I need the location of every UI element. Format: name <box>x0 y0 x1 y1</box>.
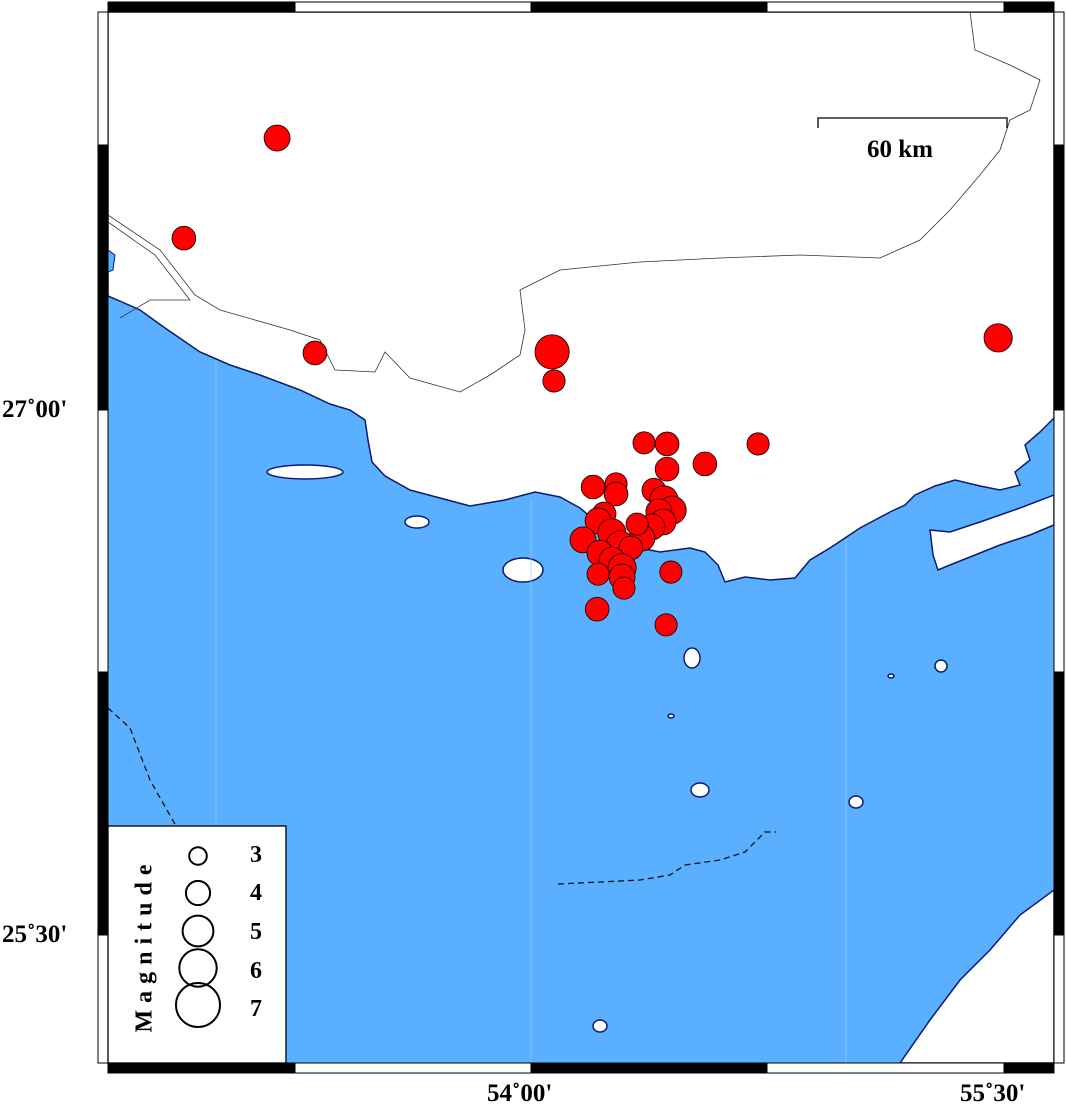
earthquake-marker <box>612 576 636 600</box>
island-qeshm <box>929 494 1054 572</box>
earthquake-marker <box>983 323 1013 353</box>
legend-label-7: 7 <box>250 996 262 1022</box>
earthquake-marker <box>171 225 197 251</box>
earthquake-marker <box>692 451 718 477</box>
frame-bar <box>766 1 1005 13</box>
frame-bar <box>294 1 532 13</box>
frame-bar <box>1053 11 1065 146</box>
mainland <box>108 12 1054 583</box>
frame-bar <box>97 11 109 146</box>
land-southeast <box>899 889 1054 1063</box>
lon-label-55-30: 55˚30' <box>960 1080 1026 1107</box>
legend-label-5: 5 <box>250 919 262 945</box>
maritime-boundary <box>108 707 776 885</box>
frame-bar <box>1053 409 1065 673</box>
lat-label-27: 27˚00' <box>2 396 68 423</box>
earthquake-marker <box>659 560 683 584</box>
legend-size-circle <box>181 914 215 948</box>
scale-bar-label: 60 km <box>867 136 933 163</box>
lon-label-54: 54˚00' <box>487 1080 553 1107</box>
frame-bar <box>1003 1062 1055 1074</box>
legend-label-6: 6 <box>250 958 262 984</box>
map-frame <box>97 1 1065 1074</box>
legend-title: Magnitude <box>131 857 158 1033</box>
earthquake-marker <box>603 481 629 507</box>
earthquake-events <box>171 124 1013 637</box>
earthquake-marker <box>746 432 770 456</box>
islands <box>266 464 948 1033</box>
frame-bar <box>97 934 109 1064</box>
frame-bar <box>97 671 109 936</box>
lat-label-25-30: 25˚30' <box>2 921 68 948</box>
earthquake-marker <box>625 512 649 536</box>
legend-size-circle <box>184 879 212 907</box>
legend-size-circle <box>178 948 218 988</box>
frame-bar <box>107 1 296 13</box>
frame-bar <box>766 1062 1005 1074</box>
earthquake-marker <box>580 474 606 500</box>
legend-label-3: 3 <box>250 842 262 868</box>
earthquake-marker <box>586 562 610 586</box>
legend-size-circle <box>175 982 221 1028</box>
earthquake-marker <box>302 340 328 366</box>
scale-bar <box>817 117 1008 128</box>
earthquake-marker <box>654 456 680 482</box>
earthquake-marker <box>654 431 680 457</box>
frame-bar <box>107 1062 296 1074</box>
frame-bar <box>1003 1 1055 13</box>
blue-inlet <box>108 249 116 273</box>
earthquake-marker <box>263 124 291 152</box>
legend-size-circle <box>188 846 208 866</box>
earthquake-marker <box>542 369 566 393</box>
frame-bar <box>97 409 109 673</box>
earthquake-marker <box>654 613 678 637</box>
frame-bar <box>97 144 109 411</box>
legend-label-4: 4 <box>250 880 262 906</box>
frame-bar <box>294 1062 532 1074</box>
frame-bar <box>530 1 768 13</box>
earthquake-marker <box>632 431 656 455</box>
frame-bar <box>1053 144 1065 411</box>
frame-bar <box>1053 934 1065 1064</box>
earthquake-marker <box>584 596 610 622</box>
earthquake-marker <box>534 334 570 370</box>
frame-bar <box>1053 671 1065 936</box>
legend-box <box>107 825 287 1064</box>
province-boundaries <box>108 12 1041 393</box>
frame-bar <box>530 1062 768 1074</box>
